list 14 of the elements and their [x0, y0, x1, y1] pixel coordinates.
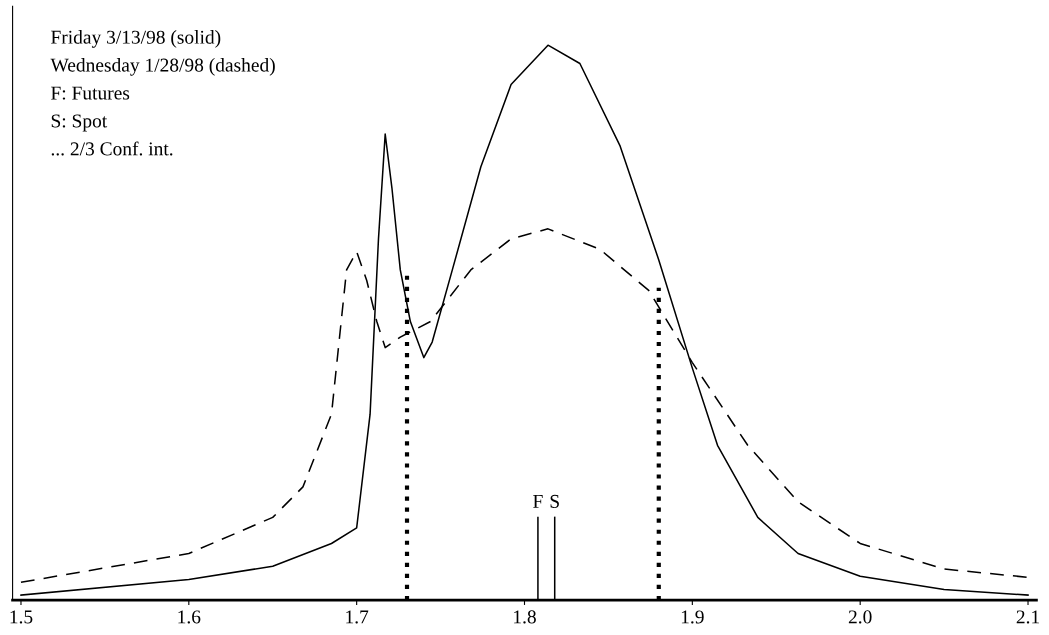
x-tick-label: 1.6 [178, 610, 201, 624]
annotation: ... 2/3 Conf. int. [51, 141, 173, 156]
x-tick-label: 1.8 [514, 610, 536, 624]
x-tick-label: 1.5 [10, 610, 33, 624]
x-tick-label: 1.9 [681, 610, 704, 624]
annotation: Wednesday 1/28/98 (dashed) [50, 58, 275, 76]
annotation: S: Spot [51, 114, 108, 132]
series-label: S [550, 494, 559, 508]
x-tick-label: 2.0 [848, 610, 872, 624]
annotation: Friday 3/13/98 (solid) [51, 30, 221, 48]
series-label: F [533, 494, 543, 508]
annotation: F: Futures [51, 86, 130, 100]
x-tick-label: 1.7 [346, 610, 369, 624]
x-tick-label: 2.1 [1016, 610, 1040, 624]
